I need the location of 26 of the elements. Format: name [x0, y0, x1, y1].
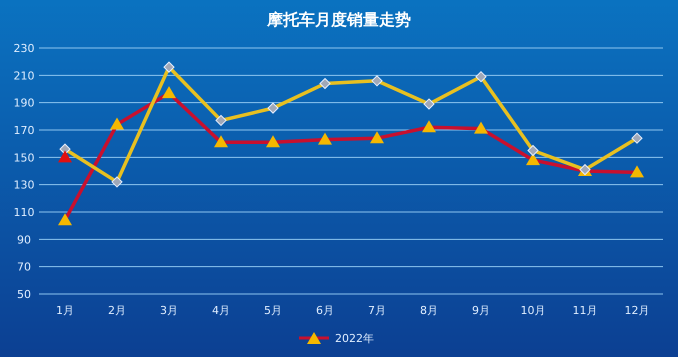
x-tick-label: 9月 — [472, 304, 490, 317]
x-tick-label: 5月 — [264, 304, 282, 317]
y-tick-label: 150 — [14, 151, 34, 164]
x-tick-label: 6月 — [316, 304, 334, 317]
x-tick-label: 1月 — [56, 304, 74, 317]
y-tick-label: 70 — [17, 260, 31, 274]
legend: 2022年 — [299, 332, 374, 345]
point — [58, 150, 72, 162]
x-tick-label: 8月 — [420, 304, 438, 317]
x-tick-label: 10月 — [520, 304, 546, 317]
legend-label: 2022年 — [335, 332, 374, 345]
y-tick-label: 230 — [14, 42, 34, 55]
x-tick-label: 4月 — [212, 304, 230, 317]
chart-title: 摩托车月度销量走势 — [266, 10, 411, 29]
y-tick-label: 190 — [14, 96, 34, 110]
y-tick-label: 50 — [17, 288, 31, 301]
x-tick-label: 7月 — [368, 304, 386, 317]
y-tick-label: 90 — [17, 233, 31, 246]
y-tick-label: 170 — [14, 124, 34, 137]
x-tick-label: 2月 — [108, 304, 126, 317]
y-tick-label: 110 — [14, 206, 34, 219]
y-tick-label: 210 — [14, 69, 34, 82]
x-tick-label: 3月 — [160, 304, 178, 317]
x-tick-label: 11月 — [572, 304, 598, 317]
x-tick-label: 12月 — [624, 304, 650, 317]
y-tick-label: 130 — [14, 178, 34, 192]
